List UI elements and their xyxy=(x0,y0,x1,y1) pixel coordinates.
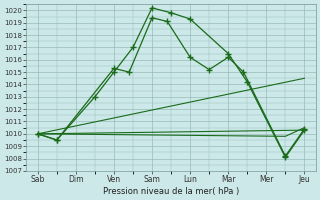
X-axis label: Pression niveau de la mer( hPa ): Pression niveau de la mer( hPa ) xyxy=(103,187,239,196)
